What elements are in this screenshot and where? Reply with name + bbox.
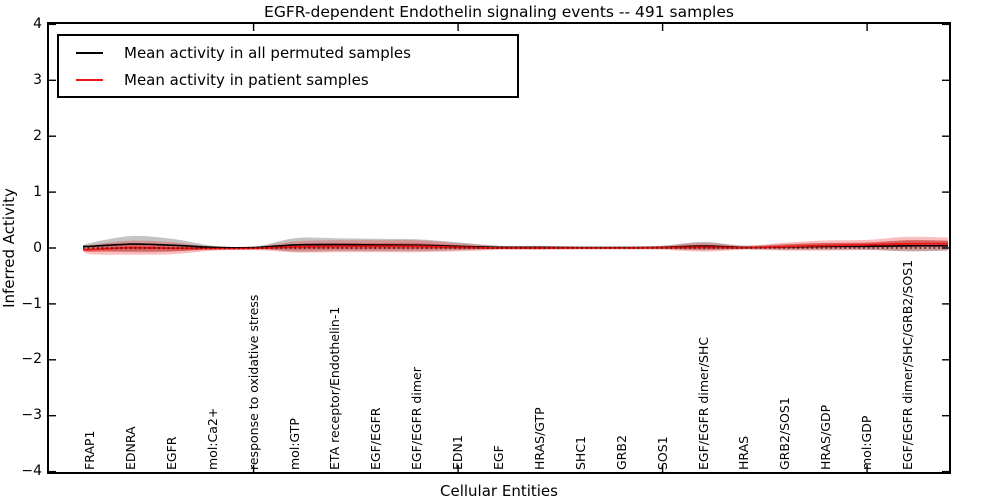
plot-area <box>47 22 951 474</box>
legend-label: Mean activity in all permuted samples <box>124 43 411 62</box>
violin-patient-core <box>83 240 948 252</box>
legend-line-red <box>76 78 103 81</box>
y-tick-label: 3 <box>33 71 42 88</box>
legend-line-black <box>76 51 103 54</box>
legend-box: Mean activity in all permuted samples Me… <box>57 34 519 98</box>
y-tick-label: −4 <box>21 463 42 480</box>
y-tick-label: −2 <box>21 351 42 368</box>
y-tick-label: 1 <box>33 183 42 200</box>
legend-item-patient: Mean activity in patient samples <box>59 66 517 93</box>
y-tick-label: 2 <box>33 127 42 144</box>
y-tick-label: 4 <box>33 16 42 32</box>
legend-item-permuted: Mean activity in all permuted samples <box>59 39 517 66</box>
violin-plot-svg <box>49 24 949 472</box>
y-tick-label: 0 <box>33 239 42 256</box>
y-tick-label: −3 <box>21 407 42 424</box>
legend-label: Mean activity in patient samples <box>124 70 369 89</box>
x-axis-label: Cellular Entities <box>440 482 558 500</box>
chart-title: EGFR-dependent Endothelin signaling even… <box>264 3 734 21</box>
y-tick-label: −1 <box>21 295 42 312</box>
violin-patient-envelope <box>83 236 948 255</box>
